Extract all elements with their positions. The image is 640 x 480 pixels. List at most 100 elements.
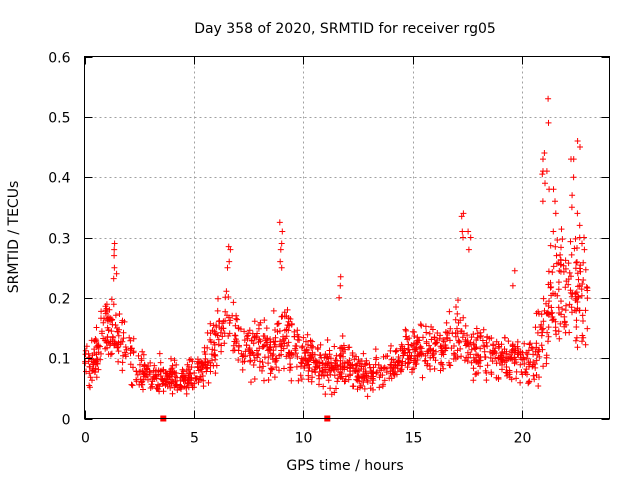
data-point bbox=[561, 313, 568, 320]
data-point bbox=[423, 329, 430, 336]
data-point bbox=[309, 343, 316, 350]
data-point bbox=[388, 375, 395, 382]
data-point bbox=[567, 238, 574, 245]
data-point bbox=[251, 357, 258, 364]
data-point bbox=[538, 311, 545, 318]
data-point bbox=[562, 307, 569, 314]
x-tick-label: 20 bbox=[514, 431, 532, 447]
data-point bbox=[481, 343, 488, 350]
data-point bbox=[372, 346, 379, 353]
data-point bbox=[554, 237, 561, 243]
data-point bbox=[163, 378, 170, 385]
data-point bbox=[574, 259, 580, 266]
data-point bbox=[113, 340, 119, 347]
data-point bbox=[320, 383, 327, 390]
data-point bbox=[515, 345, 521, 352]
data-point bbox=[449, 330, 456, 337]
data-point bbox=[204, 344, 211, 351]
data-point bbox=[555, 304, 562, 311]
data-point bbox=[208, 338, 214, 345]
data-point bbox=[446, 362, 453, 368]
data-point bbox=[357, 383, 364, 389]
data-point bbox=[545, 119, 552, 126]
data-point bbox=[379, 372, 386, 379]
data-point bbox=[558, 298, 564, 305]
data-point bbox=[168, 376, 175, 383]
data-point bbox=[472, 371, 479, 378]
data-point bbox=[93, 324, 100, 331]
data-point bbox=[517, 354, 524, 361]
data-point bbox=[122, 344, 129, 350]
data-point bbox=[218, 348, 225, 355]
data-point bbox=[331, 389, 338, 396]
data-point bbox=[379, 383, 386, 390]
data-point bbox=[557, 256, 564, 263]
data-point bbox=[205, 379, 212, 386]
data-point bbox=[338, 344, 345, 351]
data-point bbox=[579, 338, 585, 345]
data-point bbox=[559, 236, 566, 243]
data-point bbox=[337, 357, 344, 364]
data-point bbox=[129, 382, 136, 389]
data-point bbox=[450, 356, 457, 362]
data-point bbox=[238, 350, 245, 357]
data-point bbox=[372, 361, 379, 368]
data-point bbox=[584, 295, 591, 302]
data-point bbox=[293, 363, 300, 370]
data-point bbox=[110, 275, 117, 282]
data-point bbox=[227, 317, 234, 324]
data-point bbox=[454, 310, 461, 317]
data-point bbox=[473, 325, 480, 332]
data-point bbox=[115, 332, 122, 339]
data-point bbox=[275, 320, 282, 327]
data-point bbox=[442, 347, 449, 354]
data-point bbox=[511, 360, 518, 367]
data-point bbox=[581, 234, 587, 241]
data-point bbox=[145, 376, 151, 383]
data-point bbox=[553, 331, 560, 338]
data-point bbox=[255, 325, 262, 332]
data-point bbox=[224, 264, 231, 271]
data-point bbox=[225, 294, 232, 300]
data-point bbox=[497, 354, 504, 361]
data-point bbox=[113, 270, 120, 277]
data-point bbox=[86, 370, 93, 377]
x-tick-label: 0 bbox=[81, 431, 90, 447]
data-point bbox=[358, 374, 365, 381]
data-point bbox=[573, 307, 580, 314]
data-point bbox=[213, 362, 220, 369]
data-point bbox=[212, 370, 219, 377]
data-point bbox=[339, 365, 346, 372]
data-point bbox=[303, 346, 310, 353]
data-point bbox=[281, 365, 287, 372]
data-point bbox=[186, 357, 193, 363]
data-point bbox=[230, 342, 237, 349]
data-point bbox=[151, 373, 158, 380]
data-point bbox=[580, 318, 586, 324]
data-point bbox=[568, 204, 575, 211]
data-point bbox=[298, 344, 305, 351]
data-point bbox=[429, 347, 436, 354]
y-axis-label: SRMTID / TECUs bbox=[6, 181, 22, 294]
data-point bbox=[547, 242, 554, 249]
data-point bbox=[548, 292, 555, 299]
data-point bbox=[484, 362, 491, 369]
data-point bbox=[577, 144, 583, 150]
data-point bbox=[253, 347, 260, 354]
data-point bbox=[573, 334, 580, 341]
data-point bbox=[466, 343, 472, 350]
data-point bbox=[277, 258, 284, 265]
data-point bbox=[305, 361, 312, 368]
data-point bbox=[471, 345, 478, 352]
data-point bbox=[388, 362, 395, 369]
data-point bbox=[336, 294, 343, 301]
data-point bbox=[493, 360, 500, 367]
data-point bbox=[204, 364, 211, 371]
data-point bbox=[582, 307, 589, 314]
data-point bbox=[198, 376, 205, 383]
data-point bbox=[431, 334, 438, 341]
data-point bbox=[233, 315, 240, 322]
data-point bbox=[376, 384, 383, 391]
data-point bbox=[570, 156, 577, 163]
data-point bbox=[174, 387, 181, 393]
